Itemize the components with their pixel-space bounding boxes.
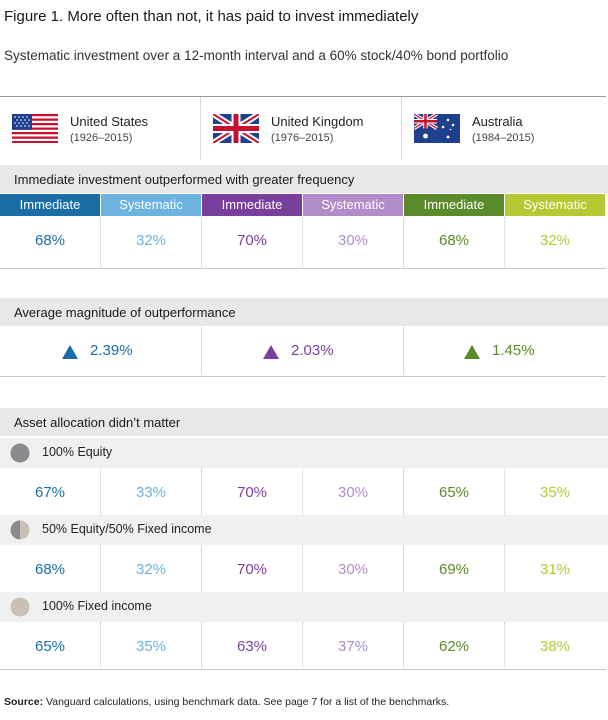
alloc-equity-uk-immediate: 70% <box>236 484 268 501</box>
magnitude-us-value: 2.39% <box>90 342 133 359</box>
country-years-au: (1984–2015) <box>472 132 535 144</box>
bottom-rule <box>0 669 606 670</box>
magnitude-au-value: 1.45% <box>492 342 535 359</box>
country-name-us: United States <box>70 114 149 129</box>
source-note: Source: Vanguard calculations, using ben… <box>4 696 449 708</box>
australia-flag-icon <box>414 114 460 143</box>
alloc-fixed-au-systematic: 38% <box>539 638 571 655</box>
source-text: Vanguard calculations, using benchmark d… <box>43 696 450 708</box>
divider <box>403 468 404 515</box>
dotted-divider <box>504 217 506 267</box>
country-years-uk: (1976–2015) <box>271 132 334 144</box>
allocation-label-equity: 100% Equity <box>42 445 113 459</box>
dotted-divider <box>504 545 506 592</box>
country-years-us: (1926–2015) <box>70 132 133 144</box>
section-magnitude: Average magnitude of outperformance <box>0 298 608 326</box>
source-label: Source: <box>4 696 44 708</box>
allocation-row-equity: 100% Equity <box>0 438 608 468</box>
alloc-balanced-au-immediate: 69% <box>438 561 470 578</box>
magnitude-uk-value: 2.03% <box>291 342 334 359</box>
country-name-au: Australia <box>472 114 523 129</box>
dotted-divider <box>504 468 506 515</box>
divider <box>201 545 202 592</box>
country-uk: United Kingdom (1976–2015) <box>201 100 401 160</box>
allocation-row-balanced: 50% Equity/50% Fixed income <box>0 515 608 545</box>
alloc-fixed-uk-immediate: 63% <box>236 638 268 655</box>
freq-us-immediate: 68% <box>34 232 66 249</box>
freq-us-systematic: 32% <box>135 232 167 249</box>
half-equity-half-income-icon <box>10 520 30 540</box>
dotted-divider <box>100 217 102 267</box>
figure-title: Figure 1. More often than not, it has pa… <box>4 8 419 25</box>
dotted-divider <box>100 622 102 668</box>
divider <box>403 622 404 668</box>
up-triangle-icon <box>464 345 480 359</box>
alloc-balanced-au-systematic: 31% <box>539 561 571 578</box>
section-rule <box>0 268 606 269</box>
divider <box>201 468 202 515</box>
us-flag-icon <box>12 114 58 143</box>
section-rule <box>0 376 606 377</box>
top-rule <box>0 96 606 97</box>
country-us: United States (1926–2015) <box>0 100 200 160</box>
figure-subtitle: Systematic investment over a 12-month in… <box>4 48 509 63</box>
divider <box>201 217 202 267</box>
alloc-balanced-us-systematic: 32% <box>135 561 167 578</box>
dotted-divider <box>302 545 304 592</box>
section-frequency-label: Immediate investment outperformed with g… <box>14 172 355 187</box>
header-au-systematic: Systematic <box>505 194 605 216</box>
dotted-divider <box>302 468 304 515</box>
header-uk-systematic: Systematic <box>303 194 403 216</box>
alloc-fixed-us-immediate: 65% <box>34 638 66 655</box>
divider <box>200 97 201 160</box>
section-magnitude-label: Average magnitude of outperformance <box>14 305 236 320</box>
divider <box>403 545 404 592</box>
freq-au-systematic: 32% <box>539 232 571 249</box>
alloc-equity-us-systematic: 33% <box>135 484 167 501</box>
magnitude-us: 2.39% <box>0 340 200 364</box>
allocation-row-fixed-income: 100% Fixed income <box>0 592 608 622</box>
alloc-fixed-us-systematic: 35% <box>135 638 167 655</box>
up-triangle-icon <box>263 345 279 359</box>
header-us-immediate: Immediate <box>0 194 100 216</box>
equity-circle-icon <box>10 443 30 463</box>
up-triangle-icon <box>62 345 78 359</box>
header-au-immediate: Immediate <box>404 194 504 216</box>
section-allocation: Asset allocation didn’t matter <box>0 408 608 436</box>
alloc-balanced-uk-immediate: 70% <box>236 561 268 578</box>
alloc-balanced-uk-systematic: 30% <box>337 561 369 578</box>
divider <box>401 97 402 160</box>
alloc-equity-au-immediate: 65% <box>438 484 470 501</box>
dotted-divider <box>100 545 102 592</box>
dotted-divider <box>302 217 304 267</box>
alloc-equity-uk-systematic: 30% <box>337 484 369 501</box>
allocation-label-fixed-income: 100% Fixed income <box>42 599 152 613</box>
dotted-divider <box>302 622 304 668</box>
uk-flag-icon <box>213 114 259 143</box>
header-uk-immediate: Immediate <box>202 194 302 216</box>
dotted-divider <box>100 468 102 515</box>
section-allocation-label: Asset allocation didn’t matter <box>14 415 181 430</box>
fixed-income-circle-icon <box>10 597 30 617</box>
country-name-uk: United Kingdom <box>271 114 364 129</box>
alloc-equity-us-immediate: 67% <box>34 484 66 501</box>
freq-uk-immediate: 70% <box>236 232 268 249</box>
header-us-systematic: Systematic <box>101 194 201 216</box>
divider <box>403 327 404 375</box>
alloc-fixed-au-immediate: 62% <box>438 638 470 655</box>
divider <box>201 622 202 668</box>
allocation-label-balanced: 50% Equity/50% Fixed income <box>42 522 212 536</box>
section-frequency: Immediate investment outperformed with g… <box>0 165 608 193</box>
dotted-divider <box>504 622 506 668</box>
freq-uk-systematic: 30% <box>337 232 369 249</box>
divider <box>403 217 404 267</box>
alloc-fixed-uk-systematic: 37% <box>337 638 369 655</box>
magnitude-uk: 2.03% <box>201 340 401 364</box>
alloc-balanced-us-immediate: 68% <box>34 561 66 578</box>
country-au: Australia (1984–2015) <box>402 100 602 160</box>
divider <box>201 327 202 375</box>
alloc-equity-au-systematic: 35% <box>539 484 571 501</box>
freq-au-immediate: 68% <box>438 232 470 249</box>
magnitude-au: 1.45% <box>402 340 602 364</box>
